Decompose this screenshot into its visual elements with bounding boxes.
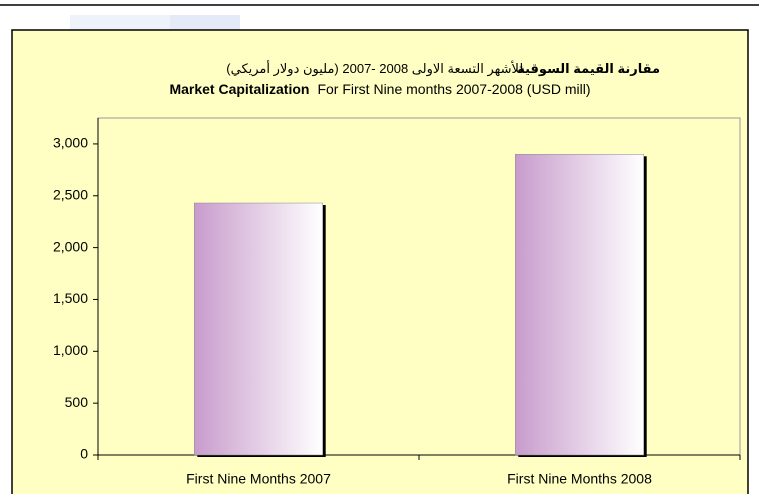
y-tick-label: 2,000 [53,238,88,254]
y-tick-label: 1,500 [53,290,88,306]
bar [194,202,323,456]
y-tick-label: 500 [65,394,89,410]
y-tick-label: 0 [80,446,88,462]
title-text: للأشهر التسعة الاولى 2008 -2007 (مليون د… [226,60,523,77]
y-tick-label: 2,500 [53,186,88,202]
chart-title-arabic: مقارنة القيمة السوقيةللأشهر التسعة الاول… [226,60,660,77]
x-tick-label: First Nine Months 2008 [507,471,652,487]
chart-title-english: Market Capitalization For First Nine mont… [169,81,590,97]
title-bold: مقارنة القيمة السوقية [517,61,660,76]
title-bold: Market Capitalization [169,81,309,97]
title-text: For First Nine months 2007-2008 (USD mil… [317,81,590,97]
bar [515,154,644,456]
y-tick-label: 3,000 [53,135,88,151]
x-tick-label: First Nine Months 2007 [186,471,331,487]
y-tick-label: 1,000 [53,342,88,358]
